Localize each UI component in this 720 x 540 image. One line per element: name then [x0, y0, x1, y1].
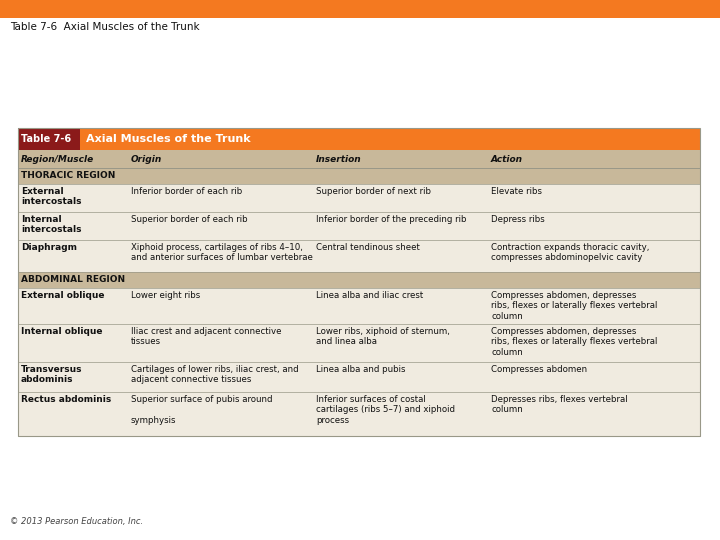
Bar: [18, 362, 700, 392]
Bar: [18, 128, 700, 150]
Text: THORACIC REGION: THORACIC REGION: [21, 172, 115, 180]
Text: Contraction expands thoracic cavity,
compresses abdominopelvic cavity: Contraction expands thoracic cavity, com…: [491, 243, 649, 262]
Text: ABDOMINAL REGION: ABDOMINAL REGION: [21, 275, 125, 285]
Text: Linea alba and pubis: Linea alba and pubis: [316, 365, 405, 374]
Text: Iliac crest and adjacent connective
tissues: Iliac crest and adjacent connective tiss…: [131, 327, 282, 346]
Text: Central tendinous sheet: Central tendinous sheet: [316, 243, 420, 252]
Text: Elevate ribs: Elevate ribs: [491, 187, 542, 196]
Text: Superior surface of pubis around

symphysis: Superior surface of pubis around symphys…: [131, 395, 272, 425]
Bar: [18, 128, 700, 436]
Bar: [18, 150, 700, 168]
Text: Diaphragm: Diaphragm: [21, 243, 77, 252]
Text: Internal
intercostals: Internal intercostals: [21, 215, 81, 234]
Text: Compresses abdomen, depresses
ribs, flexes or laterally flexes vertebral
column: Compresses abdomen, depresses ribs, flex…: [491, 327, 657, 357]
Bar: [18, 212, 700, 240]
Text: Lower eight ribs: Lower eight ribs: [131, 291, 200, 300]
Text: Inferior surfaces of costal
cartilages (ribs 5–7) and xiphoid
process: Inferior surfaces of costal cartilages (…: [316, 395, 455, 425]
Text: © 2013 Pearson Education, Inc.: © 2013 Pearson Education, Inc.: [10, 517, 143, 526]
Text: Origin: Origin: [131, 154, 162, 164]
Text: External oblique: External oblique: [21, 291, 104, 300]
Text: Inferior border of the preceding rib: Inferior border of the preceding rib: [316, 215, 467, 224]
Bar: [0, 0, 720, 18]
Bar: [18, 184, 700, 212]
Bar: [18, 240, 700, 272]
Bar: [18, 392, 700, 436]
Text: Superior border of next rib: Superior border of next rib: [316, 187, 431, 196]
Text: Table 7-6: Table 7-6: [21, 134, 71, 144]
Text: Axial Muscles of the Trunk: Axial Muscles of the Trunk: [86, 134, 251, 144]
Text: Inferior border of each rib: Inferior border of each rib: [131, 187, 242, 196]
Bar: [18, 288, 700, 324]
Text: Depresses ribs, flexes vertebral
column: Depresses ribs, flexes vertebral column: [491, 395, 628, 414]
Text: Compresses abdomen: Compresses abdomen: [491, 365, 587, 374]
Bar: [18, 168, 700, 184]
Text: External
intercostals: External intercostals: [21, 187, 81, 206]
Text: Linea alba and iliac crest: Linea alba and iliac crest: [316, 291, 423, 300]
Bar: [18, 272, 700, 288]
Text: Superior border of each rib: Superior border of each rib: [131, 215, 248, 224]
Text: Cartilages of lower ribs, iliac crest, and
adjacent connective tissues: Cartilages of lower ribs, iliac crest, a…: [131, 365, 299, 384]
Text: Region/Muscle: Region/Muscle: [21, 154, 94, 164]
Bar: [18, 128, 80, 150]
Text: Transversus
abdominis: Transversus abdominis: [21, 365, 83, 384]
Bar: [18, 324, 700, 362]
Text: Table 7-6  Axial Muscles of the Trunk: Table 7-6 Axial Muscles of the Trunk: [10, 22, 199, 32]
Text: Lower ribs, xiphoid of sternum,
and linea alba: Lower ribs, xiphoid of sternum, and line…: [316, 327, 450, 346]
Text: Action: Action: [491, 154, 523, 164]
Text: Rectus abdominis: Rectus abdominis: [21, 395, 112, 404]
Text: Internal oblique: Internal oblique: [21, 327, 102, 336]
Text: Insertion: Insertion: [316, 154, 361, 164]
Text: Compresses abdomen, depresses
ribs, flexes or laterally flexes vertebral
column: Compresses abdomen, depresses ribs, flex…: [491, 291, 657, 321]
Text: Depress ribs: Depress ribs: [491, 215, 545, 224]
Text: Xiphoid process, cartilages of ribs 4–10,
and anterior surfaces of lumbar verteb: Xiphoid process, cartilages of ribs 4–10…: [131, 243, 313, 262]
